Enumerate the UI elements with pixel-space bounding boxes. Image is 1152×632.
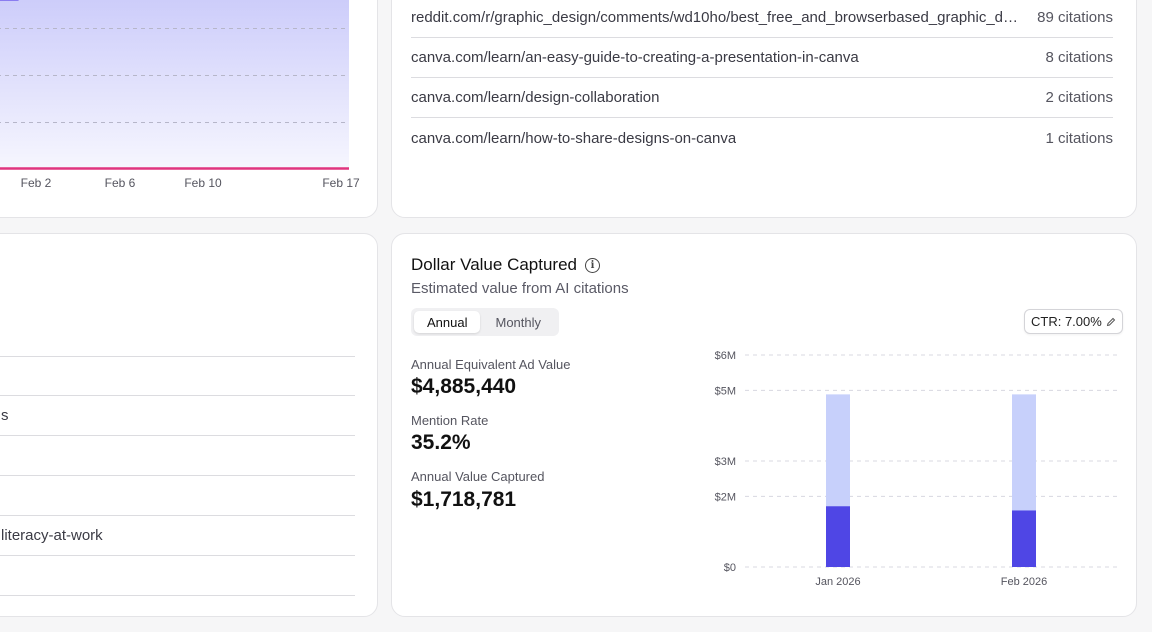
citation-row[interactable]: canva.com/learn/design-collaboration 2 c… [411,78,1113,118]
x-tick-label: Feb 6 [104,176,136,190]
list-item[interactable] [0,476,355,516]
monthly-toggle-button[interactable]: Monthly [495,314,542,330]
top-cited-pages-card: reddit.com/r/graphic_design/comments/wd1… [391,0,1137,218]
citation-url[interactable]: canva.com/learn/design-collaboration [411,89,660,106]
citation-url[interactable]: canva.com/learn/how-to-share-designs-on-… [411,129,737,147]
info-icon[interactable]: i [585,257,600,273]
list-item[interactable]: s [0,396,355,436]
citation-count: 1 citations [1045,129,1113,147]
x-tick-label: Jan 2026 [815,576,860,588]
period-toggle: Annual Monthly [411,308,559,336]
metric-value: $1,718,781 [411,488,517,511]
pencil-icon [1106,317,1116,326]
x-tick-label: Feb 17 [322,176,360,190]
citation-row[interactable]: canva.com/learn/an-easy-guide-to-creatin… [411,38,1113,78]
value-bar-chart: $0 $2M $3M $5M $6M Jan 2026 Feb 2026 [715,350,1117,588]
dollar-value-card: Dollar Value Captured i Estimated value … [391,233,1137,617]
annual-toggle-button[interactable]: Annual [414,311,481,333]
list-item-label: literacy-at-work [1,527,103,544]
y-tick-label: $6M [715,350,736,362]
series-marker [0,0,19,1]
list-item-label: s [1,407,9,424]
citation-count: 2 citations [1045,89,1113,106]
metric-label: Annual Equivalent Ad Value [411,357,571,372]
citation-row[interactable]: canva.com/learn/how-to-share-designs-on-… [411,118,1113,158]
metric-label: Mention Rate [411,413,489,428]
x-tick-label: Feb 2 [20,176,52,190]
list-item[interactable] [0,356,355,396]
list-item[interactable] [0,556,355,596]
metric-value: 35.2% [411,431,471,454]
citation-count: 8 citations [1045,49,1113,66]
trend-area [0,0,349,168]
captured-value-bar [826,506,850,567]
citation-count: 89 citations [1037,9,1113,26]
ctr-label: CTR: 7.00% [1031,314,1102,329]
trend-chart-card: Feb 2 Feb 6 Feb 10 Feb 17 [0,0,378,218]
metric-value: $4,885,440 [411,375,517,398]
trend-chart [0,0,349,170]
citation-url[interactable]: canva.com/learn/an-easy-guide-to-creatin… [411,49,859,66]
pages-list-card: s literacy-at-work [0,233,378,617]
captured-value-bar [1012,510,1036,567]
citation-url[interactable]: reddit.com/r/graphic_design/comments/wd1… [411,9,1023,26]
citation-row[interactable]: reddit.com/r/graphic_design/comments/wd1… [411,0,1113,38]
list-item[interactable]: literacy-at-work [0,516,355,556]
ctr-edit-button[interactable]: CTR: 7.00% [1024,309,1123,334]
card-title: Dollar Value Captured i [411,255,600,275]
y-tick-label: $2M [715,491,736,503]
y-tick-label: $0 [724,562,736,574]
x-tick-label: Feb 2026 [1001,576,1047,588]
x-tick-label: Feb 10 [184,176,222,190]
metric-label: Annual Value Captured [411,469,545,484]
card-title-text: Dollar Value Captured [411,255,577,274]
card-subtitle: Estimated value from AI citations [411,280,629,297]
list-item[interactable] [0,436,355,476]
y-tick-label: $5M [715,385,736,397]
y-tick-label: $3M [715,456,736,468]
